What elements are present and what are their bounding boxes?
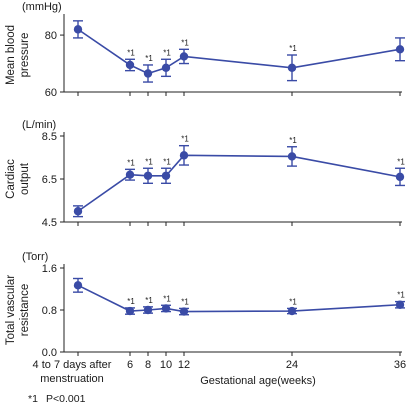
significance-label: *1 [145,54,153,63]
significance-label: *1 [289,297,297,306]
data-point [125,170,135,179]
y-tick-label: 1.6 [42,263,57,275]
data-point [179,307,189,316]
data-point [287,152,297,161]
y-tick-label: 60 [45,87,57,99]
x-axis-title: Gestational age(weeks) [200,375,316,387]
significance-label: *1 [163,157,171,166]
data-point [125,60,135,70]
data-point [287,306,297,316]
y-tick-label: 0.0 [42,347,57,359]
data-point [73,281,83,290]
y-tick-label: 8.5 [42,131,57,143]
data-point [179,151,189,160]
data-point [143,305,153,315]
x-tick-label: 8 [145,359,151,371]
significance-label: *1 [181,38,189,47]
y-tick-label: 6.5 [42,174,57,186]
data-point [143,171,153,180]
y-axis-label: Total vascular resistance [5,275,31,345]
significance-label: *1 [397,157,405,166]
data-point [395,300,405,309]
significance-label: *1 [181,297,189,306]
x-tick-label-line: 4 to 7 days after [33,359,112,371]
data-point [179,52,189,61]
significance-label: *1 [145,157,153,166]
footnote: *1 P<0.001 [28,393,86,405]
x-tick-label: 4 to 7 days after menstruation [33,359,112,385]
x-tick-label: 12 [178,359,190,371]
y-axis-label-line: output [19,162,31,195]
data-point [161,63,171,73]
x-axis-labels: 4 to 7 days after menstruation 6 8 10 12 24 36 G… [33,359,407,387]
panel-3: 0.0 0.8 1.6(Torr) Total vascular resistance *… [5,251,405,359]
footnote-text: P<0.001 [46,393,86,405]
y-axis-label-line: Total vascular [5,275,17,345]
y-axis-label-line: Cardiac [5,159,17,199]
y-axis-label-line: pressure [19,33,31,78]
significance-label: *1 [127,158,135,167]
data-point [143,69,153,78]
data-point [161,171,171,180]
significance-label: *1 [163,294,171,303]
y-tick-label: 4.5 [42,217,57,229]
y-axis-label: Cardiac output [5,159,31,199]
significance-label: *1 [127,297,135,306]
y-axis-label-line: resistance [19,284,31,336]
x-tick-label: 6 [127,359,133,371]
y-tick-label: 0.8 [42,305,57,317]
y-tick-label: 80 [45,30,57,42]
significance-label: *1 [289,44,297,53]
panel-2: 4.5 6.5 8.5(L/min) Cardiac output *1 *1 *1 *1 *1 *… [5,119,405,229]
significance-label: *1 [145,296,153,305]
x-tick-label: 36 [394,359,406,371]
data-point [287,63,297,73]
footnote-marker: *1 [28,393,38,405]
x-tick-label: 10 [160,359,172,371]
significance-label: *1 [127,48,135,57]
y-unit-label: (mmHg) [22,1,62,13]
y-unit-label: (L/min) [22,119,56,131]
y-axis-label-line: Mean blood [5,25,17,85]
data-point [395,172,405,182]
x-tick-label-line: menstruation [40,373,104,385]
data-point [395,45,405,54]
x-tick-label: 24 [286,359,298,371]
significance-label: *1 [289,136,297,145]
significance-label: *1 [181,135,189,144]
data-point [161,304,171,313]
y-axis-label: Mean blood pressure [5,25,31,85]
y-unit-label: (Torr) [22,251,48,263]
data-point [73,207,83,216]
significance-label: *1 [397,291,405,300]
significance-label: *1 [163,48,171,57]
data-point [73,25,83,34]
data-point [125,306,135,316]
panel-1: 60 80 (mmHg) Mean blood pressure *1 *1 *1 *1 *1 [5,1,405,99]
